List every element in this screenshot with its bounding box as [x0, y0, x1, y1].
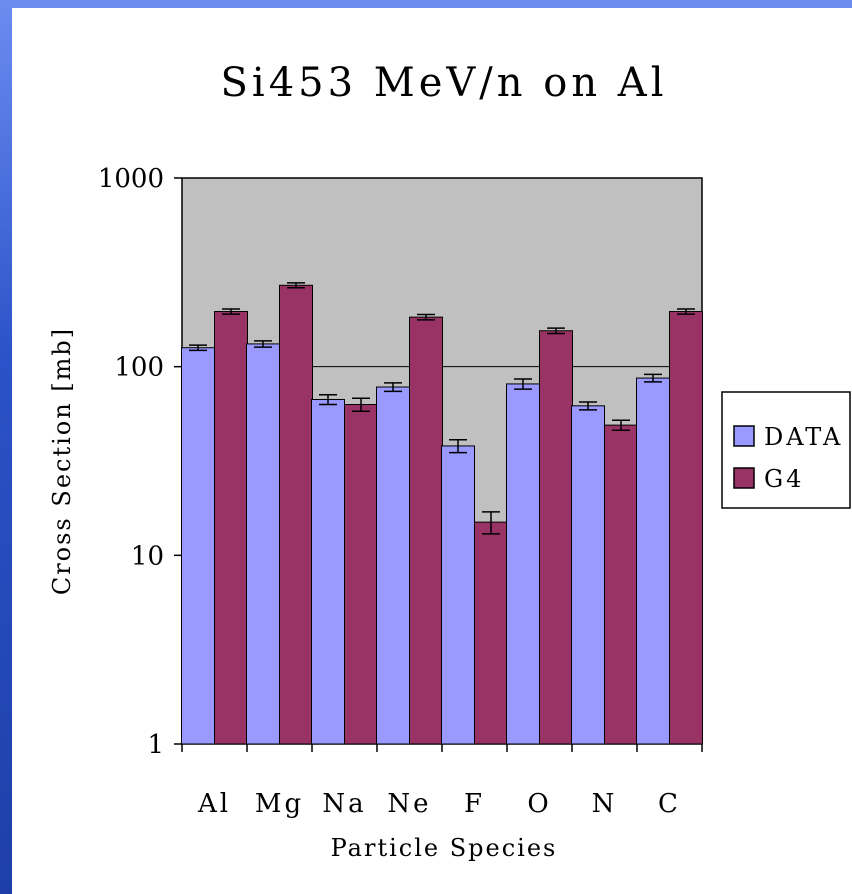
- bar-data-mg: [246, 343, 280, 745]
- chart-panel: Si453 MeV/n on Al 1000 100 10 1 Al Mg Na Ne F O N…: [12, 8, 852, 894]
- bar-data-c: [636, 377, 670, 745]
- bar-g4-f: [474, 521, 508, 745]
- x-tick-label: Al: [197, 789, 231, 819]
- legend-swatch-data: [733, 425, 755, 447]
- bar-g4-al: [214, 311, 248, 745]
- bar-data-ne: [376, 386, 410, 745]
- x-tick-label: C: [658, 789, 681, 819]
- y-tick-label: 1: [147, 730, 164, 760]
- y-tick-label: 100: [114, 353, 164, 383]
- bar-g4-na: [344, 404, 378, 745]
- bar-g4-o: [539, 330, 573, 745]
- x-tick-label: Ne: [387, 789, 431, 819]
- legend-swatch-g4: [733, 467, 755, 489]
- legend: DATA G4: [721, 391, 851, 509]
- x-tick-label: Mg: [255, 789, 304, 819]
- bar-g4-n: [604, 424, 638, 745]
- x-tick-label: O: [527, 789, 551, 819]
- legend-label-data: DATA: [764, 423, 843, 451]
- bar-data-n: [571, 405, 605, 745]
- legend-label-g4: G4: [764, 465, 804, 493]
- x-tick-label: Na: [322, 789, 366, 819]
- bar-data-o: [506, 383, 540, 745]
- bar-data-al: [181, 347, 215, 745]
- y-tick-label: 1000: [98, 164, 164, 194]
- chart: Si453 MeV/n on Al 1000 100 10 1 Al Mg Na Ne F O N…: [48, 60, 851, 862]
- x-axis: Al Mg Na Ne F O N C: [181, 744, 703, 819]
- x-axis-label: Particle Species: [331, 834, 558, 862]
- bars: [181, 282, 703, 745]
- y-tick-label: 10: [131, 541, 164, 571]
- bar-data-f: [441, 445, 475, 745]
- x-tick-label: F: [464, 789, 485, 819]
- bar-g4-ne: [409, 316, 443, 745]
- bar-g4-mg: [279, 284, 313, 745]
- x-tick-label: N: [592, 789, 618, 819]
- y-axis-ticks: 1000 100 10 1: [98, 164, 182, 760]
- y-axis-label: Cross Section [mb]: [48, 327, 76, 595]
- bar-data-na: [311, 398, 345, 745]
- bar-g4-c: [669, 311, 703, 745]
- chart-title: Si453 MeV/n on Al: [221, 60, 668, 106]
